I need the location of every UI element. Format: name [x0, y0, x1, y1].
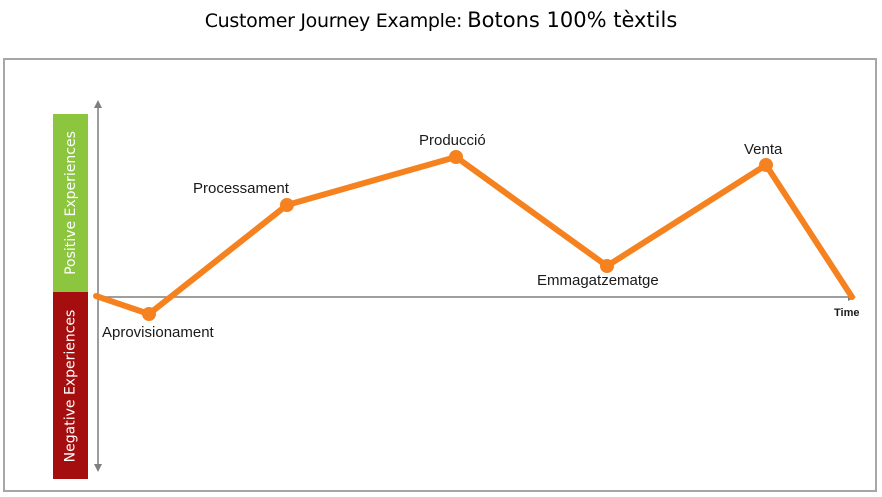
x-axis-label: Time — [834, 307, 859, 319]
stage-label-produccio: Producció — [419, 132, 486, 149]
page-title: Customer Journey Example: Botons 100% tè… — [0, 8, 882, 32]
stage-label-venta: Venta — [744, 141, 783, 158]
stage-label-aprovisionament: Aprovisionament — [102, 324, 215, 341]
journey-point-produccio — [449, 150, 463, 164]
stage-label-emmagatzematge: Emmagatzematge — [537, 272, 659, 289]
negative-experiences-band: Negative Experiences — [53, 292, 88, 479]
title-prefix: Customer Journey Example: — [204, 10, 463, 32]
journey-point-processament — [280, 198, 294, 212]
stage-label-processament: Processament — [193, 180, 290, 197]
positive-experiences-band: Positive Experiences — [53, 114, 88, 292]
journey-point-aprovisionament — [142, 307, 156, 321]
title-suffix: Botons 100% tèxtils — [467, 8, 678, 32]
journey-point-emmagatzematge — [600, 259, 614, 273]
journey-point-venta — [759, 158, 773, 172]
diagram-frame — [3, 58, 877, 492]
